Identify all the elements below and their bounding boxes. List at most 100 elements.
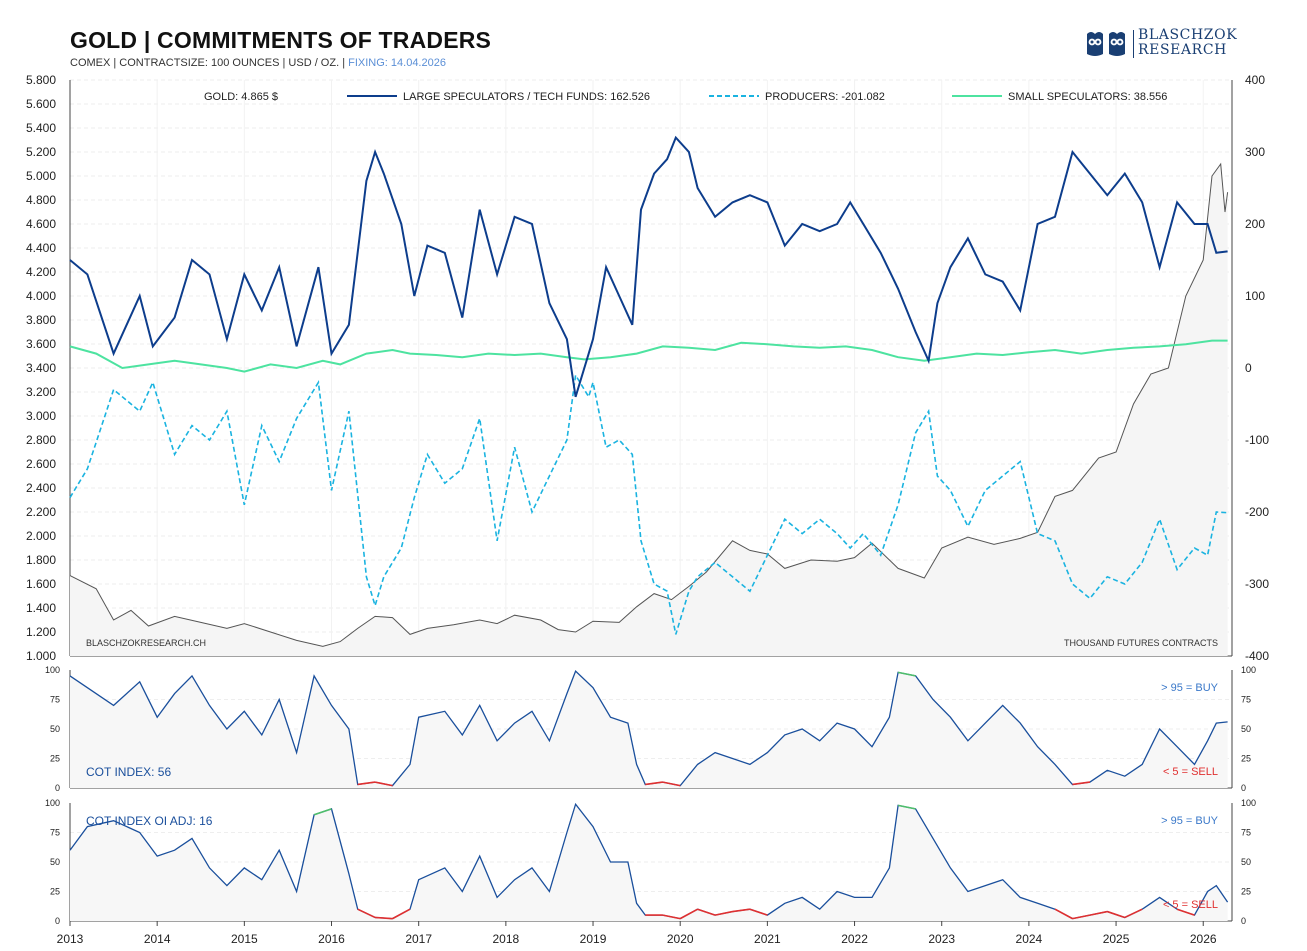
y-left-tick-label: 5.600 — [26, 97, 56, 111]
index-right-tick: 75 — [1241, 828, 1251, 838]
index-left-tick: 50 — [50, 724, 60, 734]
index-left-tick: 100 — [45, 665, 60, 675]
index-right-tick: 100 — [1241, 798, 1256, 808]
y-right-tick-label: 100 — [1245, 289, 1265, 303]
x-tick-label: 2013 — [57, 932, 84, 946]
index-left-tick: 25 — [50, 887, 60, 897]
index-area — [70, 804, 1228, 921]
y-left-tick-label: 5.200 — [26, 145, 56, 159]
sell-zone-segment — [749, 908, 768, 916]
index-left-tick: 25 — [50, 754, 60, 764]
watermark-text: BLASCHZOKRESEARCH.CH — [86, 638, 206, 648]
index-right-tick: 50 — [1241, 857, 1251, 867]
x-tick-label: 2016 — [318, 932, 345, 946]
index-right-tick: 50 — [1241, 724, 1251, 734]
index-right-tick: 0 — [1241, 783, 1246, 793]
index-area — [70, 671, 1228, 788]
buy-zone-segment — [897, 671, 916, 677]
y-left-tick-label: 3.600 — [26, 337, 56, 351]
sell-zone-segment — [732, 908, 751, 913]
fixing-date: FIXING: 14.04.2026 — [348, 57, 446, 69]
x-tick-label: 2024 — [1016, 932, 1043, 946]
sell-zone-segment — [1124, 908, 1143, 919]
legend-label: GOLD: 4.865 $ — [204, 91, 278, 103]
page-title: GOLD | COMMITMENTS OF TRADERS — [70, 27, 492, 53]
buy-threshold-label: > 95 = BUY — [1161, 815, 1219, 827]
sell-zone-segment — [1054, 908, 1073, 920]
unit-annotation: THOUSAND FUTURES CONTRACTS — [1064, 638, 1218, 648]
x-tick-label: 2023 — [928, 932, 955, 946]
index-left-tick: 0 — [55, 783, 60, 793]
logo-line-2: RESEARCH — [1138, 42, 1227, 58]
gold-price-line — [69, 162, 1229, 647]
y-left-tick-label: 1.400 — [26, 601, 56, 615]
x-tick-label: 2017 — [405, 932, 432, 946]
sell-zone-segment — [662, 914, 681, 920]
y-left-tick-label: 5.000 — [26, 169, 56, 183]
sell-zone-segment — [1072, 781, 1091, 786]
y-left-tick-label: 3.200 — [26, 385, 56, 399]
x-tick-label: 2019 — [580, 932, 607, 946]
buy-zone-segment — [313, 808, 332, 816]
y-left-tick-label: 4.000 — [26, 289, 56, 303]
legend-label: PRODUCERS: -201.082 — [765, 91, 885, 103]
sell-threshold-label: < 5 = SELL — [1163, 766, 1218, 778]
index-right-tick: 25 — [1241, 887, 1251, 897]
buy-threshold-label: > 95 = BUY — [1161, 682, 1219, 694]
y-left-tick-label: 4.200 — [26, 265, 56, 279]
y-left-tick-label: 4.800 — [26, 193, 56, 207]
logo-text: BLASCHZOK RESEARCH — [1138, 28, 1237, 58]
x-tick-label: 2018 — [493, 932, 520, 946]
y-left-tick-label: 2.200 — [26, 505, 56, 519]
y-left-tick-label: 1.000 — [26, 649, 56, 663]
y-left-tick-label: 2.600 — [26, 457, 56, 471]
y-left-tick-label: 3.400 — [26, 361, 56, 375]
sell-zone-segment — [392, 908, 411, 920]
large-speculators-line — [69, 135, 1228, 398]
y-left-tick-label: 1.600 — [26, 577, 56, 591]
sell-zone-segment — [662, 781, 681, 787]
owl-logo-icon — [1087, 32, 1125, 56]
sell-zone-segment — [357, 908, 376, 919]
index-left-tick: 75 — [50, 828, 60, 838]
y-left-tick-label: 4.400 — [26, 241, 56, 255]
index-left-tick: 100 — [45, 798, 60, 808]
y-left-tick-label: 3.000 — [26, 409, 56, 423]
sell-threshold-label: < 5 = SELL — [1163, 899, 1218, 911]
sell-zone-segment — [714, 910, 733, 916]
x-tick-label: 2022 — [841, 932, 868, 946]
sell-zone-segment — [645, 781, 663, 786]
sell-zone-segment — [357, 781, 376, 786]
x-tick-label: 2014 — [144, 932, 171, 946]
index-right-tick: 75 — [1241, 695, 1251, 705]
brand-logo: BLASCHZOK RESEARCH — [1085, 28, 1245, 62]
x-tick-label: 2026 — [1190, 932, 1217, 946]
x-tick-label: 2025 — [1103, 932, 1130, 946]
logo-line-1: BLASCHZOK — [1138, 27, 1238, 43]
y-right-tick-label: 200 — [1245, 217, 1265, 231]
subtitle-text: COMEX | CONTRACTSIZE: 100 OUNCES | USD /… — [70, 57, 346, 69]
logo-divider — [1133, 30, 1134, 58]
chart-subtitle: COMEX | CONTRACTSIZE: 100 OUNCES | USD /… — [70, 57, 446, 69]
y-left-tick-label: 2.800 — [26, 433, 56, 447]
y-right-tick-label: 0 — [1245, 361, 1252, 375]
y-left-tick-label: 5.400 — [26, 121, 56, 135]
y-right-tick-label: -300 — [1245, 577, 1269, 591]
y-right-tick-label: 300 — [1245, 145, 1265, 159]
buy-zone-segment — [897, 804, 916, 810]
sell-zone-segment — [374, 781, 393, 787]
small-speculators-line — [69, 339, 1228, 373]
y-left-tick-label: 2.400 — [26, 481, 56, 495]
y-right-tick-label: -100 — [1245, 433, 1269, 447]
y-left-tick-label: 3.800 — [26, 313, 56, 327]
y-left-tick-label: 4.600 — [26, 217, 56, 231]
producers-line — [69, 372, 1228, 635]
sell-zone-segment — [1176, 908, 1195, 916]
x-tick-label: 2021 — [754, 932, 781, 946]
x-tick-label: 2015 — [231, 932, 258, 946]
sell-zone-segment — [697, 908, 716, 916]
sell-zone-segment — [375, 916, 393, 920]
sell-zone-segment — [1107, 910, 1126, 919]
y-left-tick-label: 5.800 — [26, 73, 56, 87]
